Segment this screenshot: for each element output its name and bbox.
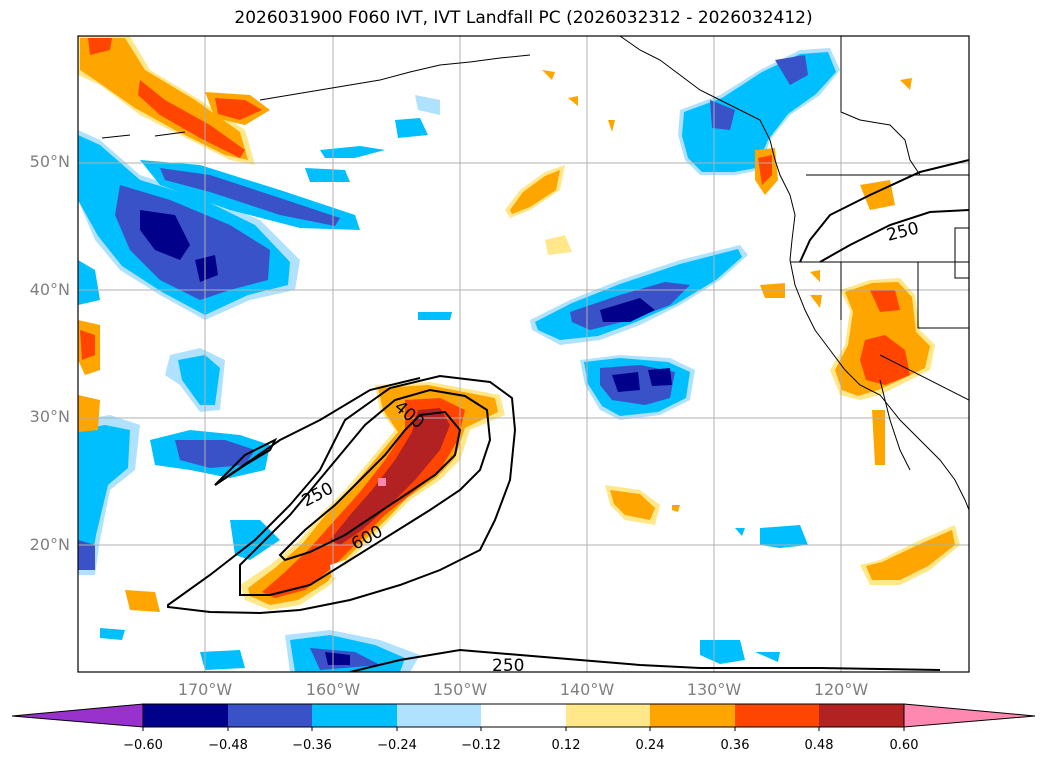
lon-label-130w: 130°W xyxy=(686,680,742,699)
lon-label-150w: 150°W xyxy=(432,680,488,699)
colorbar-seg-4 xyxy=(397,704,481,727)
colorbar-tick-label: −0.36 xyxy=(292,738,332,753)
colorbar-seg-9 xyxy=(819,704,904,727)
lat-label-50n: 50°N xyxy=(29,152,70,171)
contour-250-outer xyxy=(167,374,517,615)
colorbar-tick-label: 0.36 xyxy=(720,738,750,753)
map-title: 2026031900 F060 IVT, IVT Landfall PC (20… xyxy=(234,8,813,28)
ivt-contours xyxy=(167,159,969,672)
colorbar-min-extend xyxy=(11,703,144,728)
colorbar-max-extend xyxy=(903,703,1036,728)
contour-label-250-south: 250 xyxy=(492,656,524,676)
contour-250-northeast xyxy=(799,159,969,263)
lat-label-30n: 30°N xyxy=(29,407,70,426)
colorbar-tick-label: −0.48 xyxy=(208,738,248,753)
contour-250-southern xyxy=(349,648,941,672)
gridlines xyxy=(78,36,969,672)
shading-layer xyxy=(78,36,960,672)
lon-label-120w: 120°W xyxy=(813,680,869,699)
colorbar-tick-label: −0.24 xyxy=(377,738,417,753)
contour-600 xyxy=(278,410,462,562)
colorbar-seg-1 xyxy=(143,704,228,727)
colorbar-tick-label: 0.48 xyxy=(804,738,834,753)
colorbar-seg-7 xyxy=(650,704,735,727)
lon-label-160w: 160°W xyxy=(305,680,361,699)
colorbar-seg-2 xyxy=(228,704,312,727)
lon-label-170w: 170°W xyxy=(177,680,233,699)
colorbar-tick-label: −0.60 xyxy=(123,738,163,753)
lat-label-40n: 40°N xyxy=(29,280,70,299)
map-frame xyxy=(77,35,970,673)
colorbar-seg-3 xyxy=(312,704,397,727)
colorbar-tick-label: 0.12 xyxy=(551,738,581,753)
colorbar-seg-6 xyxy=(566,704,650,727)
colorbar-seg-5 xyxy=(481,704,566,727)
lat-label-20n: 20°N xyxy=(29,535,70,554)
colorbar-tick-label: 0.24 xyxy=(635,738,665,753)
coastlines xyxy=(101,36,969,511)
colorbar-tick-label: 0.60 xyxy=(889,738,919,753)
colorbar-seg-8 xyxy=(735,704,819,727)
colorbar xyxy=(11,703,1036,731)
colorbar-tick-label: −0.12 xyxy=(461,738,501,753)
contour-400 xyxy=(239,388,492,596)
lon-label-140w: 140°W xyxy=(559,680,615,699)
